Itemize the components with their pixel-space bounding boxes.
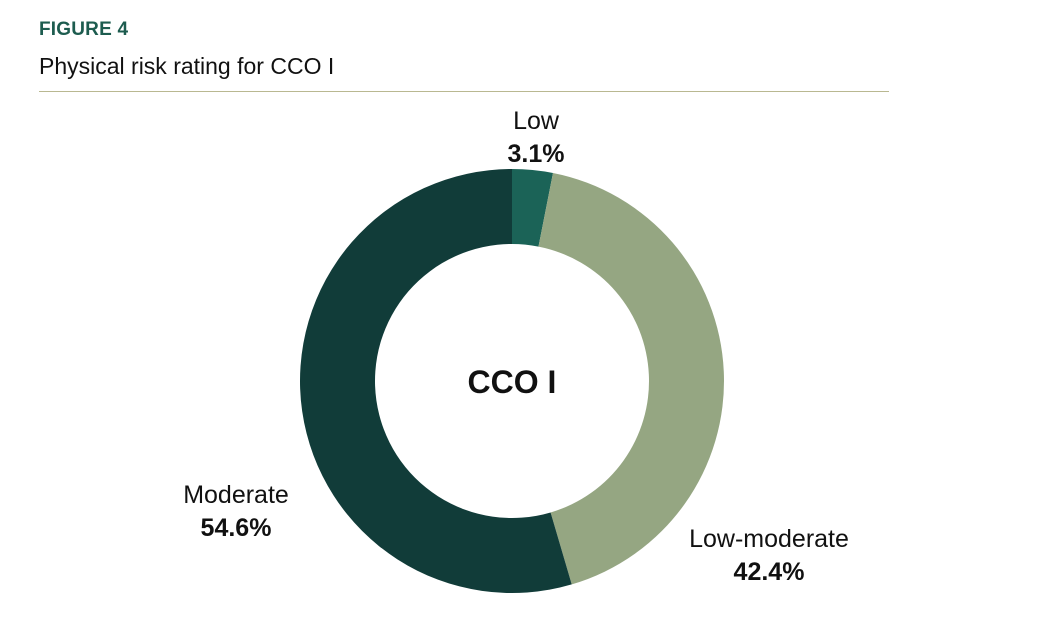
chart-title: Physical risk rating for CCO I [39, 53, 335, 79]
donut-slices [300, 169, 724, 594]
slice-low-moderate [538, 173, 724, 585]
slice-value-moderate: 54.6% [201, 514, 272, 542]
slice-value-low-moderate: 42.4% [734, 558, 805, 586]
slice-value-low: 3.1% [508, 140, 565, 168]
slice-label-low: Low [513, 107, 560, 135]
donut-center-label: CCO I [468, 364, 557, 400]
slice-label-low-moderate: Low-moderate [689, 525, 849, 553]
slice-moderate [300, 169, 572, 594]
slice-labels: Low 3.1% Low-moderate 42.4% Moderate 54.6% [183, 107, 849, 586]
slice-label-moderate: Moderate [183, 481, 289, 509]
title-divider [39, 91, 889, 92]
figure-label: FIGURE 4 [39, 19, 129, 40]
slice-low [512, 169, 553, 247]
